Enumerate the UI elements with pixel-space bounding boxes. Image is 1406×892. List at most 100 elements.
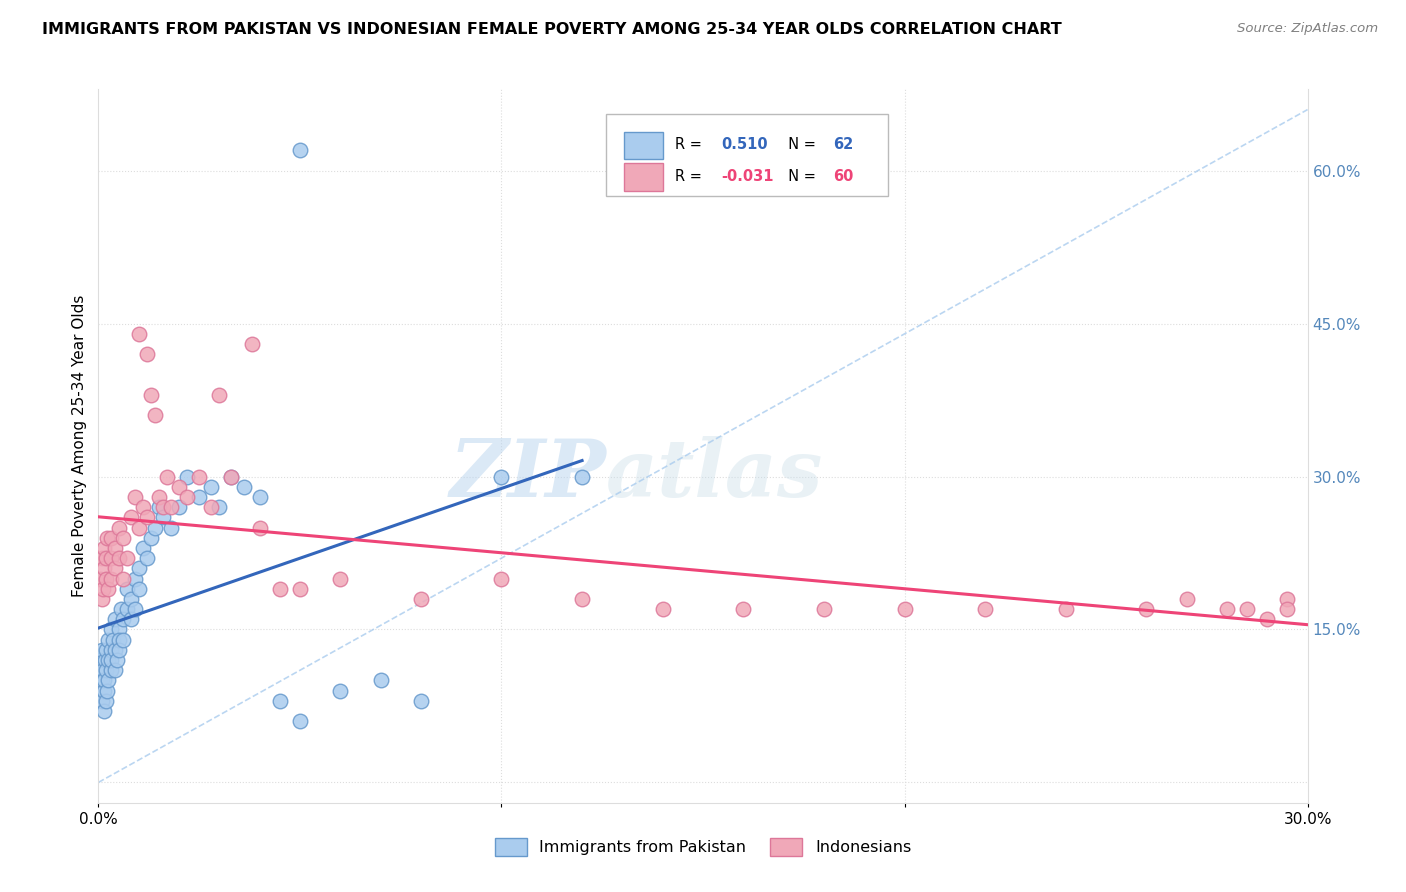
Point xyxy=(97,653,120,667)
Point xyxy=(1256,612,1278,626)
Point xyxy=(100,643,122,657)
Point xyxy=(120,612,142,626)
Point xyxy=(107,520,129,534)
Point xyxy=(90,591,112,606)
Text: 62: 62 xyxy=(834,137,853,153)
Point xyxy=(409,591,432,606)
Point xyxy=(124,490,146,504)
Point xyxy=(1277,602,1299,616)
Point xyxy=(156,469,179,483)
Point xyxy=(100,551,122,566)
Text: Source: ZipAtlas.com: Source: ZipAtlas.com xyxy=(1237,22,1378,36)
Point xyxy=(128,326,150,341)
Point xyxy=(89,572,111,586)
Point xyxy=(221,469,243,483)
Point xyxy=(148,490,170,504)
Point xyxy=(139,388,162,402)
Point xyxy=(96,643,118,657)
Point xyxy=(91,663,114,677)
FancyBboxPatch shape xyxy=(606,114,889,196)
Point xyxy=(107,551,129,566)
Point xyxy=(288,714,311,729)
Point xyxy=(733,602,755,616)
Point xyxy=(100,531,122,545)
Point xyxy=(143,409,166,423)
Point xyxy=(132,541,155,555)
Point xyxy=(97,632,120,647)
Point xyxy=(107,623,129,637)
Point xyxy=(93,683,115,698)
Point xyxy=(128,520,150,534)
Point xyxy=(96,551,118,566)
Point xyxy=(105,653,128,667)
Point xyxy=(160,520,183,534)
Point xyxy=(100,663,122,677)
Point xyxy=(329,683,352,698)
Point xyxy=(103,541,125,555)
Point xyxy=(1216,602,1239,616)
Point xyxy=(491,572,513,586)
Point xyxy=(139,531,162,545)
Point xyxy=(94,653,117,667)
Point xyxy=(128,582,150,596)
Point xyxy=(100,623,122,637)
Point xyxy=(1135,602,1157,616)
Point xyxy=(107,643,129,657)
Point xyxy=(409,694,432,708)
FancyBboxPatch shape xyxy=(624,163,664,191)
Point xyxy=(132,500,155,515)
Point xyxy=(491,469,513,483)
Point xyxy=(104,612,127,626)
Point xyxy=(1236,602,1258,616)
Point xyxy=(221,469,243,483)
Point xyxy=(208,500,231,515)
Point xyxy=(93,704,115,718)
Point xyxy=(103,643,125,657)
Point xyxy=(124,572,146,586)
Point xyxy=(188,469,211,483)
Point xyxy=(370,673,392,688)
Text: R =: R = xyxy=(675,169,707,184)
Point xyxy=(115,602,138,616)
Point xyxy=(329,572,352,586)
Point xyxy=(152,510,174,524)
Text: 0.510: 0.510 xyxy=(721,137,768,153)
Legend: Immigrants from Pakistan, Indonesians: Immigrants from Pakistan, Indonesians xyxy=(488,831,918,863)
Point xyxy=(288,144,311,158)
Point xyxy=(128,561,150,575)
Point xyxy=(167,480,190,494)
Y-axis label: Female Poverty Among 25-34 Year Olds: Female Poverty Among 25-34 Year Olds xyxy=(72,295,87,597)
Point xyxy=(91,551,114,566)
Point xyxy=(240,337,263,351)
Point xyxy=(93,561,115,575)
Text: ZIP: ZIP xyxy=(450,436,606,513)
Point xyxy=(111,531,134,545)
Point xyxy=(571,591,593,606)
Point xyxy=(100,572,122,586)
Point xyxy=(152,500,174,515)
Point xyxy=(124,602,146,616)
Text: IMMIGRANTS FROM PAKISTAN VS INDONESIAN FEMALE POVERTY AMONG 25-34 YEAR OLDS CORR: IMMIGRANTS FROM PAKISTAN VS INDONESIAN F… xyxy=(42,22,1062,37)
Point xyxy=(176,490,198,504)
Point xyxy=(249,520,271,534)
Point xyxy=(94,694,117,708)
Point xyxy=(96,531,118,545)
Point xyxy=(120,510,142,524)
Point xyxy=(135,347,157,361)
Text: 60: 60 xyxy=(834,169,853,184)
Point xyxy=(1054,602,1077,616)
Point xyxy=(135,510,157,524)
Point xyxy=(974,602,997,616)
Text: -0.031: -0.031 xyxy=(721,169,773,184)
Point xyxy=(103,663,125,677)
Point xyxy=(101,632,124,647)
Point xyxy=(91,582,114,596)
Point xyxy=(1175,591,1198,606)
Point xyxy=(120,591,142,606)
Point xyxy=(97,673,120,688)
Point xyxy=(115,551,138,566)
Point xyxy=(1277,591,1299,606)
Point xyxy=(96,663,118,677)
Point xyxy=(91,694,114,708)
Point xyxy=(232,480,254,494)
